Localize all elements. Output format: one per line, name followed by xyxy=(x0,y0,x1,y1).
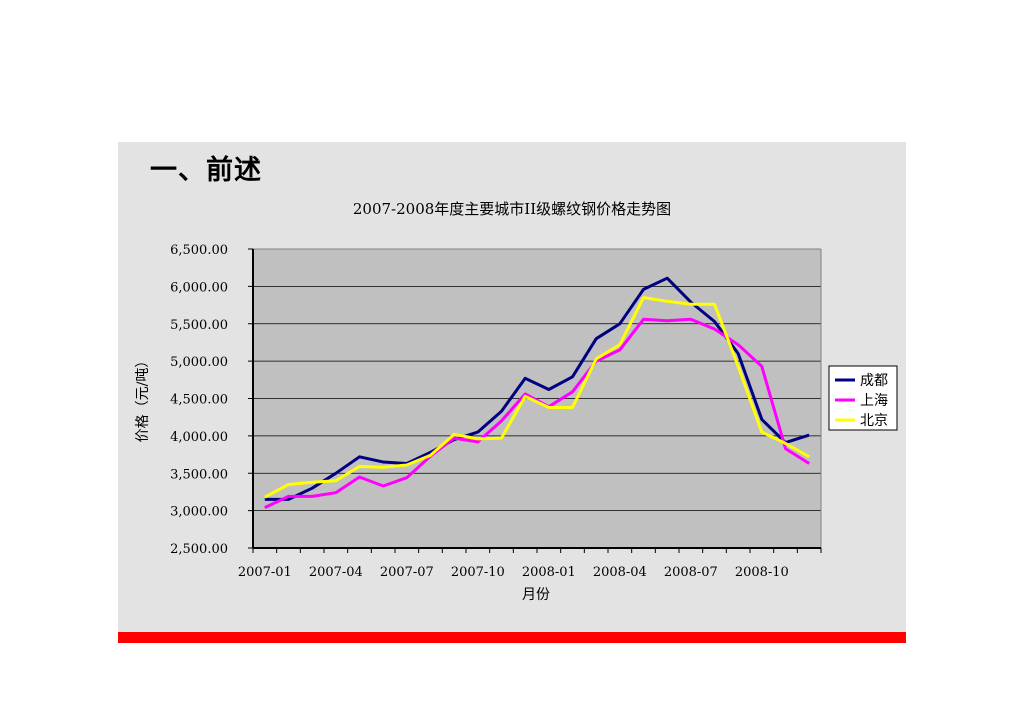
x-tick-label: 2007-10 xyxy=(451,565,505,580)
y-axis-label: 价格（元/吨） xyxy=(135,354,151,443)
y-tick-label: 6,500.00 xyxy=(170,243,228,258)
y-tick-label: 5,000.00 xyxy=(170,355,228,370)
y-tick-label: 5,500.00 xyxy=(170,318,228,333)
y-axis: 2,500.00 3,000.00 3,500.00 4,000.00 4,500.00… xyxy=(170,243,822,557)
x-axis: 2007-01 2007-04 2007-07 2007-10 2008-01 2008-… xyxy=(238,547,822,580)
series-lines xyxy=(264,276,810,509)
series-line-成都 xyxy=(264,276,810,501)
legend-label: 北京 xyxy=(860,413,888,429)
legend-label: 上海 xyxy=(860,393,888,409)
section-title: 一、前述 xyxy=(150,155,262,186)
chart-title: 2007-2008年度主要城市II级螺纹钢价格走势图 xyxy=(353,200,671,218)
x-tick-label: 2007-07 xyxy=(380,565,434,580)
x-tick-label: 2008-10 xyxy=(735,565,789,580)
y-tick-label: 6,000.00 xyxy=(170,280,228,295)
x-tick-label: 2008-04 xyxy=(593,565,647,580)
y-tick-label: 3,500.00 xyxy=(170,467,228,482)
y-tick-label: 4,500.00 xyxy=(170,393,228,408)
x-tick-label: 2007-04 xyxy=(309,565,363,580)
series-line-北京 xyxy=(264,296,810,499)
y-tick-label: 4,000.00 xyxy=(170,430,228,445)
legend-label: 成都 xyxy=(860,373,888,389)
x-tick-label: 2008-07 xyxy=(664,565,718,580)
y-tick-label: 2,500.00 xyxy=(170,542,228,557)
x-axis-label: 月份 xyxy=(522,587,550,603)
x-tick-label: 2008-01 xyxy=(522,565,576,580)
footer-red-bar xyxy=(118,632,906,643)
y-tick-label: 3,000.00 xyxy=(170,505,228,520)
x-tick-label: 2007-01 xyxy=(238,565,292,580)
